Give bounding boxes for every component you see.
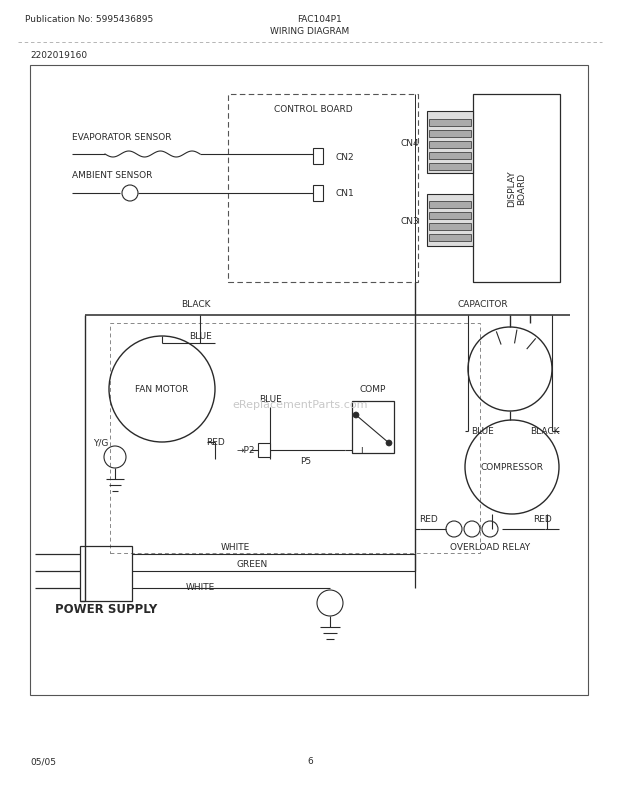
Circle shape (386, 440, 392, 447)
Bar (429, 235, 471, 241)
Text: 6: 6 (307, 756, 313, 766)
Bar (429, 224, 471, 231)
Text: FAC104P1: FAC104P1 (298, 14, 342, 23)
Bar (429, 119, 471, 127)
Text: L: L (360, 447, 366, 456)
Text: EVAPORATOR SENSOR: EVAPORATOR SENSOR (72, 133, 172, 142)
Text: CN3: CN3 (401, 217, 419, 225)
Bar (110, 323, 480, 553)
Text: COMPRESSOR: COMPRESSOR (480, 463, 544, 472)
Text: CONTROL BOARD: CONTROL BOARD (273, 104, 352, 113)
Text: eReplacementParts.com: eReplacementParts.com (232, 399, 368, 410)
Bar (313, 149, 323, 164)
Text: AMBIENT SENSOR: AMBIENT SENSOR (72, 170, 153, 180)
Bar (352, 402, 394, 453)
Bar (429, 213, 471, 220)
Text: OVERLOAD RELAY: OVERLOAD RELAY (450, 543, 530, 552)
Text: DISPLAY
BOARD: DISPLAY BOARD (507, 171, 526, 207)
Bar (429, 131, 471, 138)
Text: WIRING DIAGRAM: WIRING DIAGRAM (270, 27, 350, 36)
Bar (429, 202, 471, 209)
Bar (429, 142, 471, 149)
Text: Publication No: 5995436895: Publication No: 5995436895 (25, 14, 153, 23)
Text: BLUE: BLUE (472, 427, 494, 436)
Bar (427, 195, 473, 247)
Text: BLUE: BLUE (188, 332, 211, 341)
Text: CN1: CN1 (335, 189, 354, 198)
Text: →P2: →P2 (236, 446, 255, 455)
Bar (427, 111, 473, 174)
Text: GREEN: GREEN (236, 560, 268, 569)
Bar (30, 66, 588, 695)
Text: POWER SUPPLY: POWER SUPPLY (55, 603, 157, 616)
Text: FAN MOTOR: FAN MOTOR (135, 385, 188, 394)
Text: RED: RED (206, 438, 224, 447)
Text: CN2: CN2 (335, 152, 353, 161)
Text: WHITE: WHITE (220, 543, 250, 552)
Circle shape (353, 412, 359, 419)
Text: BLACK: BLACK (181, 300, 211, 309)
Text: CAPACITOR: CAPACITOR (458, 300, 508, 309)
Text: WHITE: WHITE (185, 583, 215, 592)
Text: COMP: COMP (360, 385, 386, 394)
Bar (429, 153, 471, 160)
Bar (80, 546, 132, 602)
Bar (228, 95, 418, 282)
Text: BLACK: BLACK (530, 427, 560, 436)
Text: RED: RED (533, 514, 551, 523)
Text: Y/G: Y/G (92, 438, 108, 447)
Text: P5: P5 (300, 457, 311, 466)
Text: 05/05: 05/05 (30, 756, 56, 766)
Text: RED: RED (418, 514, 437, 523)
Text: BLUE: BLUE (259, 395, 281, 404)
Bar (313, 186, 323, 202)
Text: 2202019160: 2202019160 (30, 51, 87, 59)
Text: CN4: CN4 (401, 138, 419, 148)
Bar (429, 164, 471, 171)
Bar (258, 444, 270, 457)
Bar (473, 95, 560, 282)
